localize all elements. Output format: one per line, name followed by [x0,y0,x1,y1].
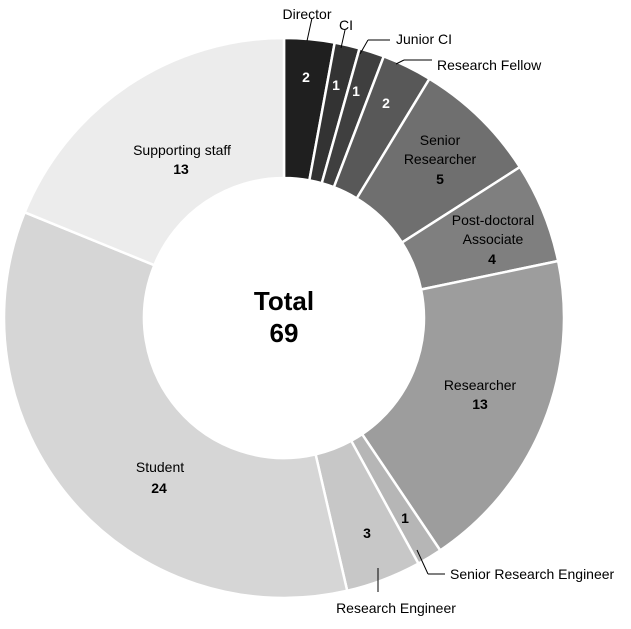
value-label-researcher: 13 [472,396,488,412]
slices-group [2,36,566,600]
label-supporting-staff: Supporting staff [133,142,231,158]
value-label-director: 2 [302,69,310,85]
value-label-senior-research-engineer: 1 [401,510,409,526]
slice-student [2,211,349,600]
total-value: 69 [270,318,299,348]
leader-line-research-fellow [395,59,405,65]
value-label-senior-researcher: 5 [436,171,444,187]
label-research-engineer: Research Engineer [336,600,456,616]
label-researcher: Researcher [444,377,517,393]
slice-supporting-staff [23,36,286,267]
value-label-post-doctoral-associate: 4 [488,251,496,267]
value-label-research-fellow: 2 [382,95,390,111]
value-label-ci: 1 [332,77,340,93]
leader-lines-group [306,17,445,592]
label-director: Director [282,6,331,22]
label-senior-research-engineer: Senior Research Engineer [450,566,615,582]
label-research-fellow: Research Fellow [437,57,542,73]
leader-line-senior-research-engineer [416,549,429,575]
value-label-junior-ci: 1 [352,83,360,99]
label-junior-ci: Junior CI [396,31,452,47]
value-label-supporting-staff: 13 [173,161,189,177]
value-label-research-engineer: 3 [363,525,371,541]
leader-line-junior-ci [359,39,369,55]
leader-line-ci [340,29,346,49]
total-label: Total [254,286,314,316]
label-student: Student [136,459,184,475]
leader-line-director [306,17,313,42]
label-post-doctoral-associate: Post-doctoral Associate [452,212,534,247]
label-senior-researcher: Senior Researcher [404,132,477,167]
value-label-student: 24 [151,480,167,496]
slice-researcher [360,259,566,552]
label-ci: CI [339,17,353,33]
labels-group: Director 2 CI 1 Junior CI 1 Research Fellow 2 Se… [133,6,614,616]
